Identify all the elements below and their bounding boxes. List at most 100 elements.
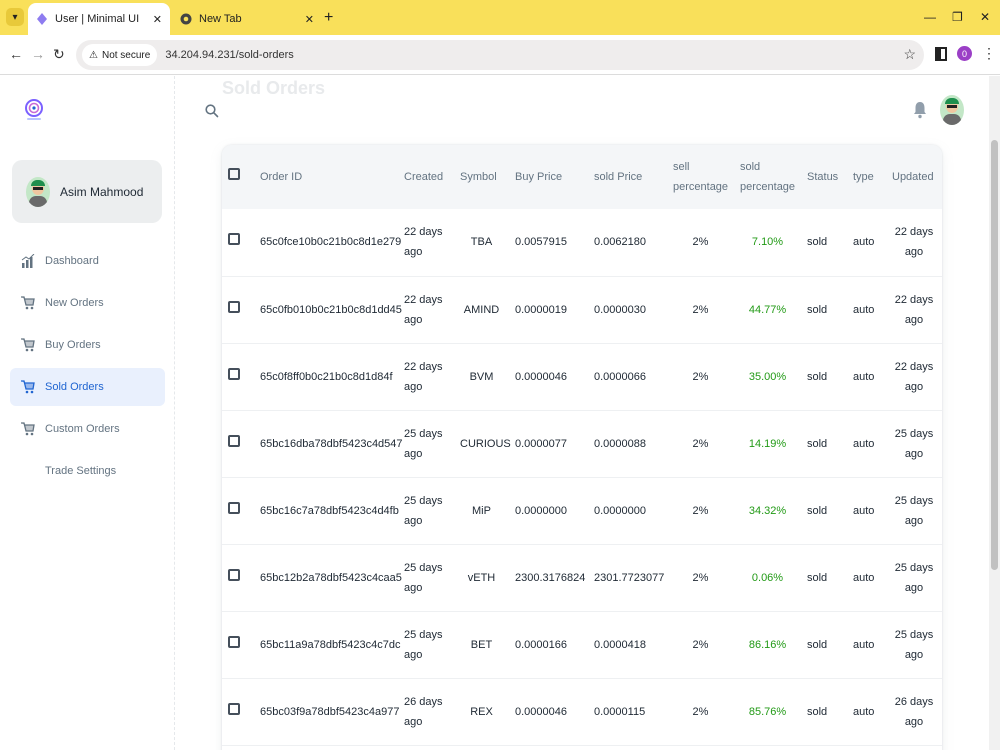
column-header-symbol[interactable]: Symbol [460, 171, 497, 183]
browser-tab-bar: ▾ User | Minimal UI ✕ New Tab ✕ + — ❐ ✕ [0, 0, 1000, 35]
table-row[interactable]: 65bc11a9a78dbf5423c4c7dc 25 days ago BET… [222, 611, 942, 678]
new-tab-plus-icon[interactable]: + [324, 9, 334, 26]
sidebar-item-buy-orders[interactable]: Buy Orders [10, 326, 165, 364]
type-cell: auto [853, 370, 875, 383]
row-checkbox[interactable] [228, 568, 240, 581]
sold-price-cell: 0.0000066 [594, 370, 646, 383]
updated-cell: 25 days ago [894, 427, 934, 460]
sidebar-item-new-orders[interactable]: New Orders [10, 284, 165, 322]
table-row[interactable]: 65bc03f9a78dbf5423c4a977 26 days ago REX… [222, 678, 942, 745]
table-row[interactable]: 65c0fb010b0c21b0c8d1dd45 22 days ago AMI… [222, 276, 942, 343]
column-header-created[interactable]: Created [404, 171, 444, 183]
search-icon[interactable] [205, 104, 219, 118]
sidebar: Asim Mahmood Dashboard New Orders Buy Or… [0, 76, 175, 750]
sidebar-item-label: Sold Orders [45, 381, 104, 393]
url-text[interactable]: 34.204.94.231/sold-orders [165, 49, 294, 61]
status-cell: sold [807, 571, 828, 584]
type-cell: auto [853, 571, 875, 584]
sold-percentage-cell: 34.32% [748, 504, 787, 517]
row-checkbox[interactable] [228, 434, 240, 447]
sidebar-item-custom-orders[interactable]: Custom Orders [10, 410, 165, 448]
bookmark-star-icon[interactable]: ☆ [903, 46, 916, 62]
sold-price-cell: 2301.7723077 [594, 571, 665, 584]
updated-cell: 22 days ago [894, 293, 934, 326]
row-checkbox-cell [222, 209, 254, 276]
sell-percentage-cell: 2% [692, 504, 709, 517]
created-cell: 22 days ago [404, 293, 443, 326]
status-cell: sold [807, 504, 828, 517]
row-checkbox[interactable] [228, 501, 240, 514]
table-row[interactable]: 65c0fce10b0c21b0c8d1e279 22 days ago TBA… [222, 209, 942, 276]
sell-percentage-cell: 2% [692, 571, 709, 584]
warning-triangle-icon: ⚠ [89, 49, 98, 61]
type-cell: auto [853, 303, 875, 316]
security-indicator[interactable]: ⚠ Not secure [82, 44, 158, 66]
sidebar-item-trade-settings[interactable]: Trade Settings [10, 452, 165, 490]
restore-icon[interactable]: ❐ [952, 10, 963, 24]
column-header-sell-percentage[interactable]: sell percentage [673, 161, 729, 193]
page-scrollbar-thumb[interactable] [991, 140, 998, 570]
buy-price-cell: 0.0000000 [515, 504, 567, 517]
window-close-icon[interactable]: ✕ [980, 10, 991, 24]
reload-icon[interactable]: ↻ [53, 46, 65, 62]
tab-search-chevron-icon[interactable]: ▾ [6, 8, 24, 26]
browser-menu-icon[interactable]: ⋮ [982, 45, 996, 61]
column-header-updated[interactable]: Updated [892, 171, 934, 183]
sold-percentage-cell: 44.77% [748, 303, 787, 316]
created-cell: 25 days ago [404, 494, 443, 527]
column-header-sold-price[interactable]: sold Price [594, 171, 643, 183]
row-checkbox-cell [222, 343, 254, 410]
updated-cell: 26 days ago [894, 695, 934, 728]
column-header-buy-price[interactable]: Buy Price [515, 171, 563, 183]
table-row[interactable]: 65bc16dba78dbf5423c4d547 25 days ago CUR… [222, 410, 942, 477]
row-checkbox[interactable] [228, 233, 240, 246]
user-name: Asim Mahmood [60, 184, 144, 199]
sidebar-item-dashboard[interactable]: Dashboard [10, 242, 165, 280]
buy-price-cell: 2300.3176824 [515, 571, 586, 584]
back-arrow-icon[interactable]: ← [9, 46, 23, 62]
notification-bell-icon[interactable] [913, 101, 927, 119]
column-header-order-id[interactable]: Order ID [260, 171, 303, 183]
sold-percentage-cell: 35.00% [748, 370, 787, 383]
cart-icon [20, 379, 36, 395]
sidebar-item-sold-orders[interactable]: Sold Orders [10, 368, 165, 406]
table-row[interactable]: 65bc16c7a78dbf5423c4d4fb 25 days ago MiP… [222, 477, 942, 544]
table-header-row: Order ID Created Symbol Buy Price sold P… [222, 145, 942, 209]
browser-profile-avatar[interactable]: 0 [957, 46, 972, 61]
user-account-card[interactable]: Asim Mahmood [12, 160, 162, 223]
sell-percentage-cell: 2% [692, 370, 709, 383]
row-checkbox[interactable] [228, 300, 240, 313]
table-row[interactable]: 65c0f8ff0b0c21b0c8d1d84f 22 days ago BVM… [222, 343, 942, 410]
row-checkbox[interactable] [228, 635, 240, 648]
header-avatar[interactable] [940, 95, 964, 125]
column-header-sold-percentage[interactable]: sold percentage [740, 161, 796, 193]
side-panel-icon[interactable] [935, 47, 947, 61]
address-bar[interactable]: ⚠ Not secure 34.204.94.231/sold-orders ☆ [76, 40, 924, 70]
tab-close-icon[interactable]: ✕ [152, 13, 162, 26]
table-row[interactable]: 65bc12b2a78dbf5423c4caa5 25 days ago vET… [222, 544, 942, 611]
browser-tab-new-tab[interactable]: New Tab ✕ [172, 3, 322, 35]
avatar [26, 176, 50, 207]
sold-price-cell: 0.0000418 [594, 638, 646, 651]
sidebar-item-label: Buy Orders [45, 339, 101, 351]
sidebar-item-label: Dashboard [45, 255, 99, 267]
select-all-checkbox[interactable] [228, 168, 240, 180]
browser-tab-active[interactable]: User | Minimal UI ✕ [28, 3, 170, 35]
sell-percentage-cell: 2% [692, 705, 709, 718]
row-checkbox-cell [222, 544, 254, 611]
sold-price-cell: 0.0000030 [594, 303, 646, 316]
column-header-status[interactable]: Status [807, 171, 839, 183]
forward-arrow-icon[interactable]: → [31, 46, 45, 62]
created-cell: 22 days ago [404, 226, 443, 259]
column-header-type[interactable]: type [853, 171, 874, 183]
app-logo-icon[interactable] [24, 98, 44, 122]
symbol-cell: BVM [469, 370, 494, 383]
sidebar-nav: Dashboard New Orders Buy Orders Sold Ord… [10, 242, 165, 494]
sell-percentage-cell: 2% [692, 236, 709, 249]
tab-close-icon[interactable]: ✕ [304, 13, 314, 26]
created-cell: 25 days ago [404, 628, 443, 661]
chrome-favicon-icon [180, 13, 192, 25]
row-checkbox[interactable] [228, 367, 240, 380]
minimize-icon[interactable]: — [924, 10, 936, 24]
row-checkbox[interactable] [228, 702, 240, 715]
